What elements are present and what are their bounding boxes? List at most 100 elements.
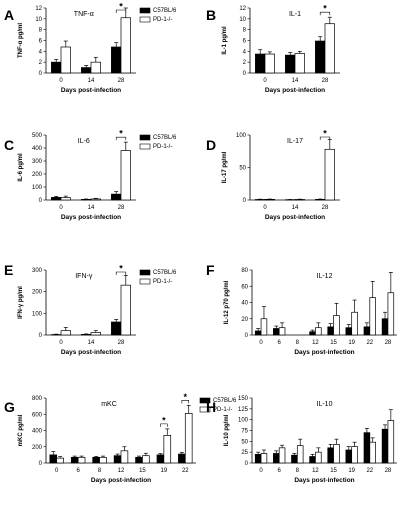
x-axis-label: Days post-infection (265, 214, 325, 221)
x-tick-label: 8 (296, 340, 300, 346)
bar (163, 435, 172, 464)
bar (120, 284, 131, 336)
y-axis-label: IFN-γ pg/ml (18, 286, 24, 319)
legend-swatch (199, 397, 211, 404)
panel-letter: H (206, 399, 216, 415)
bar (345, 449, 353, 464)
legend-label: PD-1-/- (153, 279, 172, 285)
bar (81, 199, 92, 201)
y-tick-label: 25 (241, 450, 248, 456)
panel-letter: C (4, 137, 14, 153)
x-tick-label: 0 (59, 78, 63, 84)
bar (351, 311, 358, 336)
bar (111, 193, 122, 201)
bar (273, 453, 280, 464)
y-tick-label: 100 (236, 133, 247, 139)
x-tick-label: 28 (118, 340, 125, 346)
y-tick-label: 12 (239, 6, 246, 12)
x-axis-label: Days post-infection (61, 349, 121, 356)
y-axis-label: IL-10 pg/ml (224, 414, 230, 446)
significance-bracket (115, 9, 127, 13)
bar (60, 46, 71, 74)
panel-a: A TNF-α 0 2 4 6 8 10 12 TNF-α pg/ml 0 14 28 Days post… (4, 2, 177, 95)
panel-b: B IL-1 0 2 4 6 8 10 12 IL-1 pg/ml 0 14 28 Days post-i… (206, 4, 340, 94)
bar (363, 432, 371, 464)
bar (255, 53, 266, 74)
x-tick-label: 22 (366, 340, 373, 346)
bar (333, 315, 340, 336)
panel-letter: D (206, 137, 216, 153)
y-tick-label: 125 (238, 407, 249, 413)
y-tick-label: 12 (35, 6, 42, 12)
bar (90, 198, 101, 201)
y-tick-label: 0 (39, 198, 43, 204)
y-tick-label: 100 (238, 418, 249, 424)
y-tick-label: 80 (241, 268, 248, 274)
significance-star: * (323, 129, 327, 139)
y-tick-label: 600 (32, 412, 43, 418)
panel-title: IL-1 (289, 11, 301, 18)
panel-title: IL-10 (317, 401, 333, 408)
x-tick-label: 8 (296, 468, 300, 474)
legend-swatch (139, 143, 151, 150)
bar (315, 40, 326, 74)
bar (324, 23, 335, 74)
y-tick-label: 800 (32, 396, 43, 402)
legend-swatch (139, 269, 151, 276)
y-tick-label: 200 (32, 290, 43, 296)
bar (51, 61, 62, 74)
x-axis-label: Days post-infection (61, 87, 121, 94)
x-tick-label: 14 (292, 78, 299, 84)
y-tick-label: 0 (39, 71, 43, 77)
bar (111, 321, 122, 336)
bar (90, 332, 101, 336)
bar (309, 456, 316, 464)
x-tick-label: 6 (278, 340, 282, 346)
x-tick-label: 14 (88, 205, 95, 211)
y-tick-label: 200 (32, 445, 43, 451)
y-tick-label: 0 (39, 461, 43, 467)
panel-title: mKC (101, 401, 117, 408)
y-tick-label: 40 (241, 301, 248, 307)
y-tick-label: 0 (243, 71, 247, 77)
bar (315, 327, 322, 336)
significance-bracket (160, 423, 168, 427)
panel-letter: B (206, 7, 216, 23)
significance-bracket (319, 11, 331, 16)
bar (113, 455, 122, 464)
y-tick-label: 100 (32, 185, 43, 191)
panel-title: IL-12 (317, 273, 333, 280)
y-tick-label: 400 (32, 429, 43, 435)
x-tick-label: 0 (259, 468, 263, 474)
y-tick-label: 400 (32, 146, 43, 152)
legend-swatch (199, 406, 211, 413)
y-axis-label: IL-6 pg/ml (18, 153, 24, 182)
y-tick-label: 300 (32, 268, 43, 274)
x-tick-label: 15 (330, 340, 337, 346)
bar (264, 199, 275, 201)
bar (285, 54, 296, 74)
bar (77, 456, 86, 464)
bar (296, 445, 304, 464)
y-tick-label: 300 (32, 159, 43, 165)
y-tick-label: 0 (243, 198, 247, 204)
x-tick-label: 12 (312, 340, 319, 346)
bar (294, 53, 305, 74)
legend-swatch (139, 7, 151, 14)
x-axis-label: Days post-infection (265, 87, 325, 94)
bar (324, 148, 335, 201)
panel-letter: G (4, 399, 15, 415)
x-tick-label: 14 (88, 340, 95, 346)
y-axis-label: IL-12 p70 pg/ml (224, 280, 230, 324)
x-tick-label: 12 (118, 468, 125, 474)
y-tick-label: 0 (39, 333, 43, 339)
y-tick-label: 20 (241, 317, 248, 323)
bar (273, 328, 280, 336)
x-axis-label: Days post-infection (91, 477, 151, 484)
x-tick-label: 0 (55, 468, 59, 474)
legend-label: C57BL/6 (213, 398, 237, 404)
bar (70, 456, 79, 464)
bar (278, 327, 286, 336)
significance-bracket (115, 271, 127, 275)
